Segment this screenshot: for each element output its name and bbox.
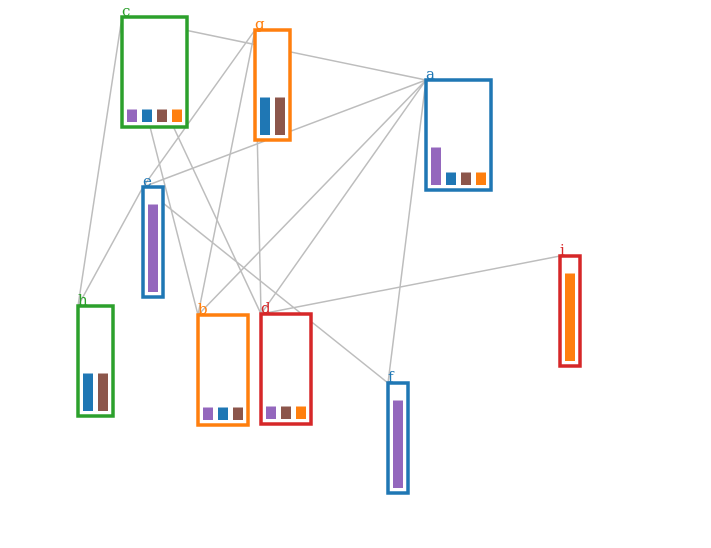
node-d-box	[259, 312, 313, 426]
node-e-label: e	[143, 172, 152, 190]
node-a-bar-0	[431, 147, 441, 185]
node-f-bar-0	[393, 400, 403, 488]
edge-a-f	[387, 79, 427, 384]
node-g-label: g	[255, 15, 265, 33]
node-d-label: d	[261, 299, 271, 317]
node-h[interactable]: h	[76, 291, 115, 418]
node-h-bar-1	[98, 373, 108, 411]
node-i-label: i	[560, 241, 565, 259]
node-a-bar-3	[476, 172, 486, 185]
edge-c-h	[77, 16, 123, 307]
node-b-box	[196, 313, 250, 427]
node-b[interactable]: b	[196, 300, 250, 427]
edge-a-d	[260, 79, 427, 315]
node-layer: c g a e i h b d f	[76, 2, 582, 495]
node-b-bar-2	[233, 407, 243, 420]
node-f-label: f	[388, 368, 395, 386]
node-g-bar-0	[260, 97, 270, 135]
node-e[interactable]: e	[141, 172, 165, 299]
node-c-box	[120, 15, 189, 129]
node-c-bar-3	[172, 109, 182, 122]
node-g-bar-1	[275, 97, 285, 135]
edge-a-b	[197, 79, 427, 316]
node-g[interactable]: g	[253, 15, 292, 142]
node-d-bar-0	[266, 406, 276, 419]
node-c-bar-0	[127, 109, 137, 122]
node-b-bar-1	[218, 407, 228, 420]
node-d[interactable]: d	[259, 299, 313, 426]
node-d-bar-2	[296, 406, 306, 419]
node-h-label: h	[78, 291, 88, 309]
edge-e-h	[77, 186, 144, 307]
node-a[interactable]: a	[424, 65, 493, 192]
node-i[interactable]: i	[558, 241, 582, 368]
node-c-label: c	[122, 2, 130, 20]
node-b-label: b	[198, 300, 208, 318]
edge-layer	[77, 16, 561, 384]
node-e-bar-0	[148, 204, 158, 292]
node-f[interactable]: f	[386, 368, 410, 495]
node-d-bar-1	[281, 406, 291, 419]
edge-i-d	[260, 255, 561, 315]
node-c-bar-2	[157, 109, 167, 122]
node-a-bar-1	[446, 172, 456, 185]
node-i-bar-0	[565, 273, 575, 361]
node-a-label: a	[426, 65, 435, 83]
node-h-bar-0	[83, 373, 93, 411]
node-b-bar-0	[203, 407, 213, 420]
node-a-bar-2	[461, 172, 471, 185]
node-c[interactable]: c	[120, 2, 189, 129]
edge-e-f	[142, 186, 389, 384]
node-c-bar-1	[142, 109, 152, 122]
edge-g-e	[142, 29, 256, 188]
edge-g-b	[197, 29, 256, 316]
